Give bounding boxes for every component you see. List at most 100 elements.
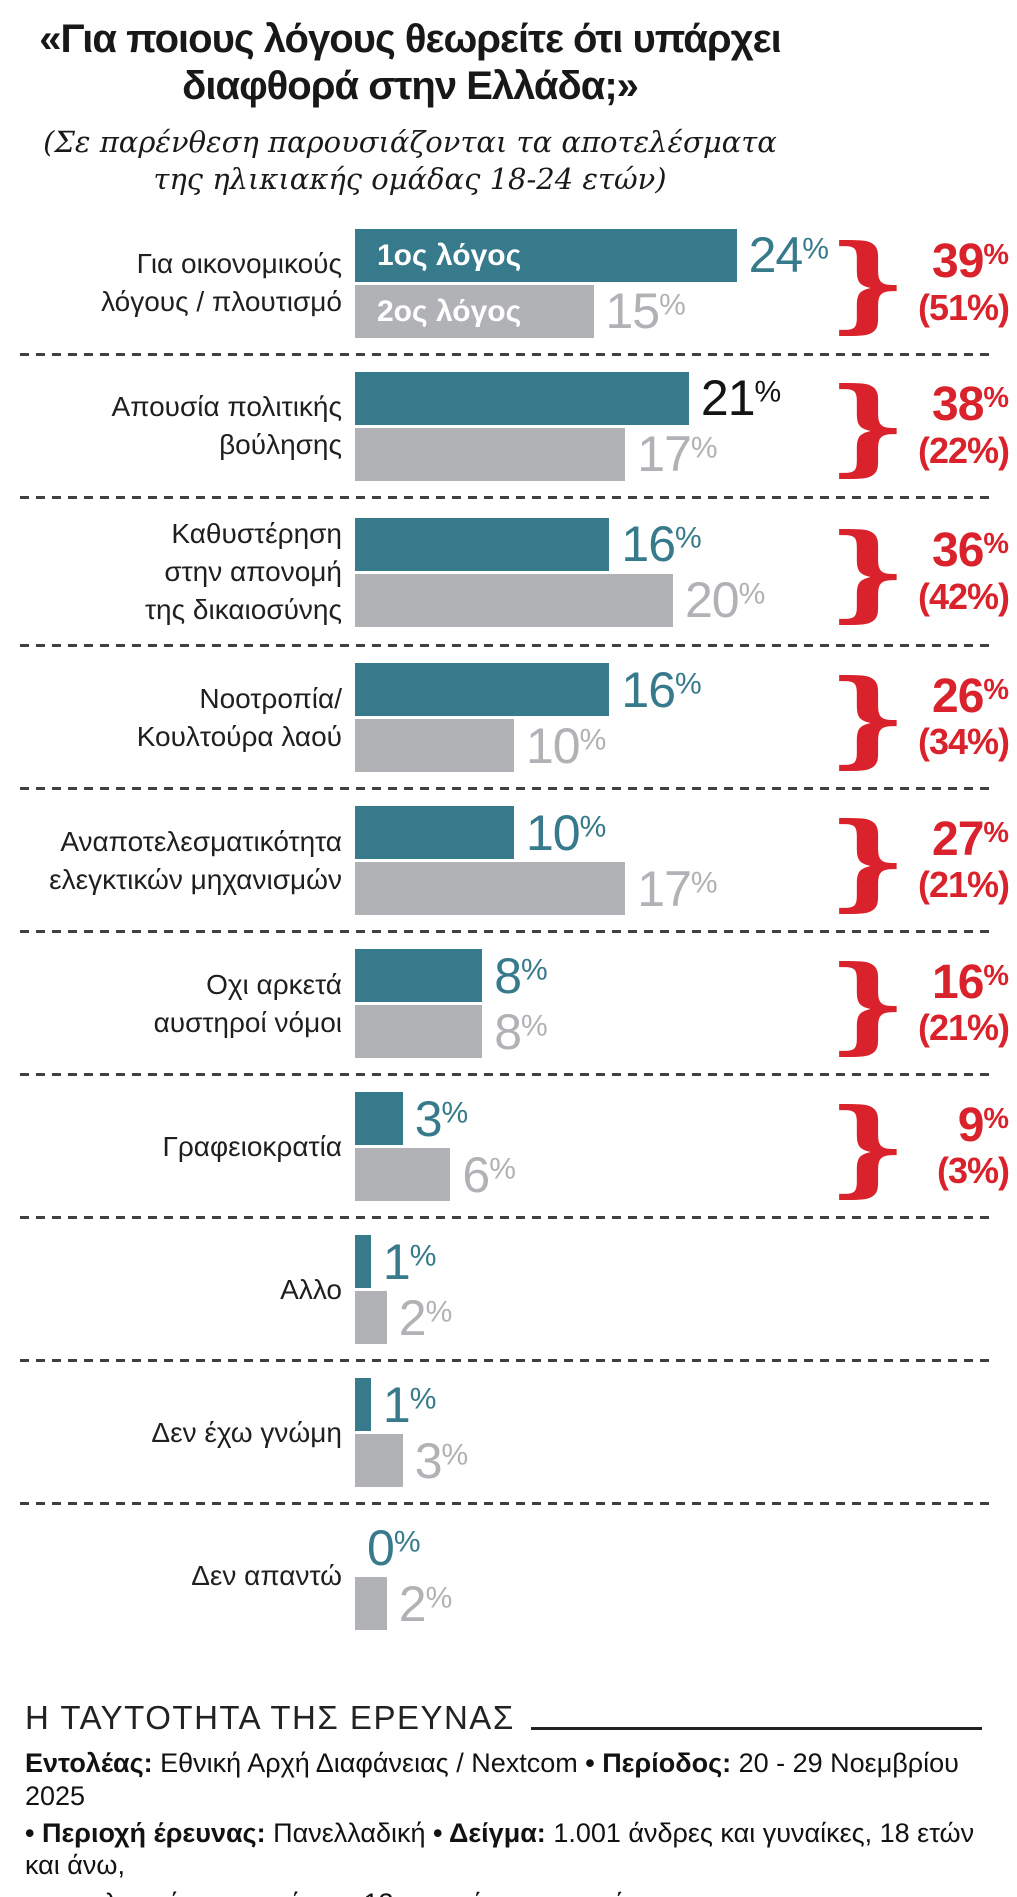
footer-label: Εντολέας: bbox=[25, 1748, 153, 1779]
bar-line: 17% bbox=[355, 427, 842, 481]
value-label: 1% bbox=[382, 1376, 437, 1433]
percent-sign: % bbox=[659, 288, 686, 322]
bar-line: 2% bbox=[355, 1575, 842, 1632]
second-reason-bar bbox=[355, 427, 626, 481]
bar-line: 1% bbox=[355, 1376, 842, 1433]
category-label-line: Δεν απαντώ bbox=[191, 1559, 342, 1591]
chart-row: Δεν έχω γνώμη 1% 3% bbox=[0, 1362, 1017, 1502]
footer-label: • Δείγμα: bbox=[433, 1817, 546, 1848]
first-reason-bar bbox=[355, 1235, 371, 1289]
value-label: 16% bbox=[621, 516, 702, 573]
percent-sign: % bbox=[579, 723, 607, 757]
chart-title-line-1: «Για ποιους λόγους θεωρείτε ότι υπάρχει bbox=[39, 17, 781, 61]
total-18-24-value: (21%) bbox=[917, 864, 1010, 906]
chart-row: Οχι αρκετά αυστηροί νόμοι 8% 8%} 16% (21%) bbox=[0, 933, 1017, 1073]
bar-group: 16% 10% bbox=[355, 663, 842, 774]
brace-icon: } bbox=[828, 364, 908, 488]
percent-sign: % bbox=[983, 382, 1009, 415]
total-value: 26% bbox=[932, 669, 1009, 723]
footer-heading: Η ΤΑΥΤΟΤΗΤΑ ΤΗΣ ΕΡΕΥΝΑΣ bbox=[25, 1699, 515, 1737]
category-label-line: Για οικονομικούς bbox=[136, 248, 342, 280]
chart-subtitle-line-1: (Σε παρένθεση παρουσιάζονται τα αποτελέσ… bbox=[43, 124, 777, 159]
value-label: 2% bbox=[398, 1289, 453, 1346]
chart-row: Αναποτελεσματικότητα ελεγκτικών μηχανισμώ… bbox=[0, 790, 1017, 930]
second-reason-bar bbox=[355, 1291, 387, 1345]
value-label: 8% bbox=[494, 1003, 548, 1060]
row-separator bbox=[20, 495, 991, 499]
value-label: 24% bbox=[748, 227, 829, 284]
bar-line: 2ος λόγος 15% bbox=[355, 284, 842, 338]
brace-icon: } bbox=[828, 798, 908, 922]
percent-sign: % bbox=[409, 1382, 437, 1416]
percent-sign: % bbox=[675, 521, 702, 555]
percent-sign: % bbox=[983, 959, 1009, 992]
chart-title-line-2: διαφθορά στην Ελλάδα;» bbox=[182, 63, 639, 108]
footer-lines: Εντολέας: Εθνική Αρχή Διαφάνειας / Nextc… bbox=[25, 1747, 992, 1897]
chart-header: «Για ποιους λόγους θεωρείτε ότι υπάρχει … bbox=[0, 0, 820, 199]
category-label: Για οικονομικούς λόγους / πλουτισμό bbox=[0, 245, 355, 321]
chart-subtitle: (Σε παρένθεση παρουσιάζονται τα αποτελέσ… bbox=[0, 124, 820, 199]
total-18-24-value: (21%) bbox=[917, 1007, 1010, 1049]
first-reason-bar bbox=[355, 517, 610, 571]
bar-line: 16% bbox=[355, 663, 842, 717]
bar-group: 1ος λόγος 24% 2ος λόγος 15% bbox=[355, 227, 842, 338]
value-label: 10% bbox=[526, 717, 607, 774]
total-group: } 27% (21%) bbox=[828, 806, 1017, 915]
row-separator bbox=[20, 787, 991, 791]
total-values: 16% (21%) bbox=[905, 958, 1010, 1049]
value-label: 3% bbox=[414, 1090, 469, 1147]
category-label: Γραφειοκρατία bbox=[0, 1128, 355, 1166]
brace-icon: } bbox=[828, 1084, 908, 1208]
bar-chart: Για οικονομικούς λόγους / πλουτισμό 1ος λό… bbox=[0, 213, 1017, 1645]
total-18-24-value: (51%) bbox=[917, 287, 1010, 329]
percent-sign: % bbox=[690, 431, 718, 465]
first-reason-bar bbox=[355, 949, 483, 1003]
category-label-line: της δικαιοσύνης bbox=[144, 594, 342, 626]
second-reason-bar bbox=[355, 1005, 483, 1059]
category-label-line: λόγους / πλουτισμό bbox=[101, 286, 342, 318]
footer-line: με αναλογική κατανομή στις 13 περιφέρειε… bbox=[25, 1887, 992, 1897]
total-group bbox=[842, 1521, 1017, 1630]
footer-line: • Περιοχή έρευνας: Πανελλαδική • Δείγμα:… bbox=[25, 1817, 992, 1882]
chart-row: Νοοτροπία/Κουλτούρα λαού 16% 10%} 26% (34%) bbox=[0, 647, 1017, 787]
second-reason-bar bbox=[355, 573, 673, 627]
series-label: 1ος λόγος bbox=[377, 238, 522, 272]
bar-line: 21% bbox=[355, 371, 842, 425]
bar-line: 6% bbox=[355, 1148, 842, 1202]
first-reason-bar bbox=[355, 1378, 371, 1432]
second-reason-bar bbox=[355, 1148, 451, 1202]
category-label-line: βούλησης bbox=[219, 429, 342, 461]
first-reason-bar bbox=[355, 806, 514, 860]
footer-text: με αναλογική κατανομή στις 13 περιφέρειε… bbox=[25, 1888, 681, 1897]
bar-line: 3% bbox=[355, 1434, 842, 1488]
first-reason-bar: 1ος λόγος bbox=[355, 228, 737, 282]
category-label-line: Απουσία πολιτικής bbox=[111, 391, 342, 423]
footer-heading-rule bbox=[530, 1727, 982, 1731]
chart-row: Δεν απαντώ 0% 2% bbox=[0, 1505, 1017, 1645]
category-label-line: αυστηροί νόμοι bbox=[153, 1006, 342, 1038]
chart-row: Απουσία πολιτικής βούλησης 21% 17%} 38% (22%) bbox=[0, 356, 1017, 496]
bar-line: 3% bbox=[355, 1090, 842, 1147]
value-label: 2% bbox=[398, 1575, 453, 1632]
category-label-line: Γραφειοκρατία bbox=[162, 1130, 342, 1162]
first-reason-bar bbox=[355, 371, 689, 425]
second-reason-bar bbox=[355, 719, 514, 773]
total-values: 27% (21%) bbox=[905, 815, 1010, 906]
percent-sign: % bbox=[425, 1295, 453, 1329]
bar-line: 8% bbox=[355, 947, 842, 1004]
chart-row: Γραφειοκρατία 3% 6%} 9% (3%) bbox=[0, 1076, 1017, 1216]
footer-text: 1.001 άνδρες και γυναίκες, 18 ετών και ά… bbox=[25, 1817, 975, 1881]
brace-icon: } bbox=[828, 655, 908, 779]
brace-icon: } bbox=[828, 509, 908, 633]
total-group: } 36% (42%) bbox=[828, 518, 1017, 627]
percent-sign: % bbox=[983, 239, 1009, 272]
percent-sign: % bbox=[425, 1581, 453, 1615]
value-label: 8% bbox=[494, 947, 548, 1004]
percent-sign: % bbox=[983, 816, 1009, 849]
percent-sign: % bbox=[521, 953, 548, 987]
category-label: Καθυστέρηση στην απονομή της δικαιοσύνης bbox=[0, 515, 355, 629]
percent-sign: % bbox=[579, 810, 607, 844]
bar-line: 20% bbox=[355, 572, 842, 629]
value-label: 20% bbox=[685, 572, 766, 629]
